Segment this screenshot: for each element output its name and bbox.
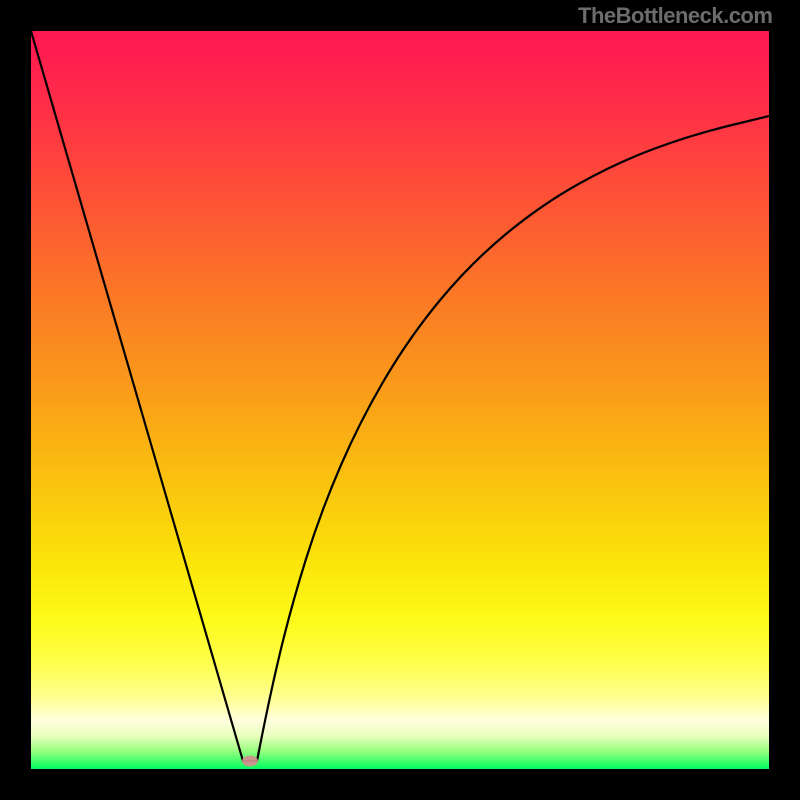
watermark-text: TheBottleneck.com <box>578 3 772 29</box>
minimum-marker <box>242 756 258 767</box>
chart-stage <box>31 31 769 769</box>
chart-svg <box>31 31 769 769</box>
gradient-background <box>31 31 769 769</box>
